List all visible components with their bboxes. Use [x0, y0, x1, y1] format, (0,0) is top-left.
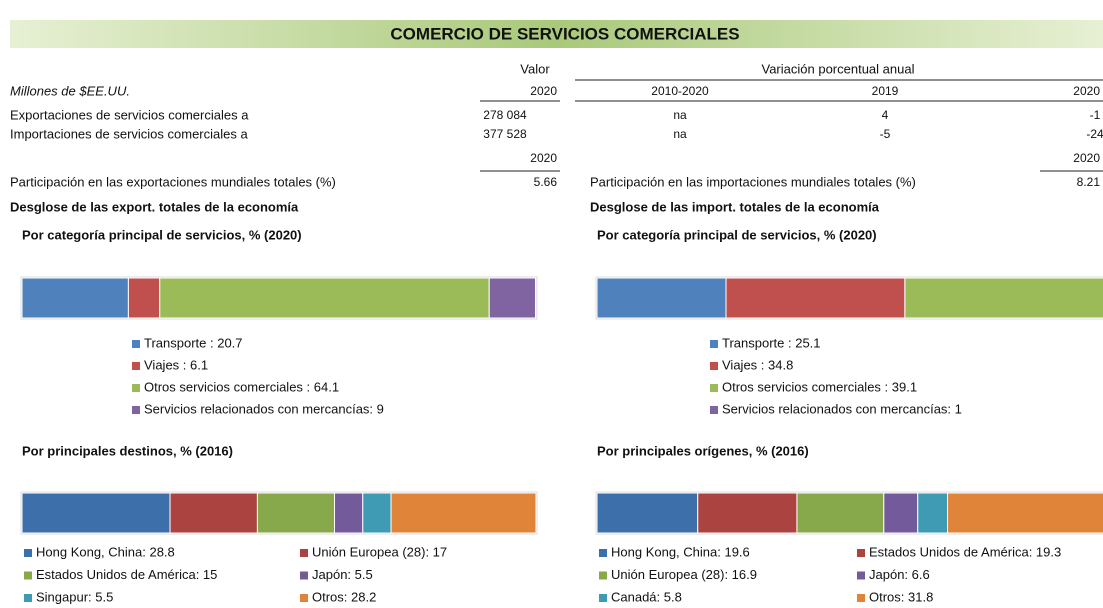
legend-swatch — [300, 594, 308, 602]
legend-swatch — [132, 384, 140, 392]
cell: 278 084 — [483, 108, 527, 122]
legend-swatch — [24, 594, 32, 602]
share-value: 5.66 — [534, 175, 558, 189]
legend-swatch — [24, 571, 32, 580]
title-banner — [10, 20, 1103, 48]
bar-segment — [697, 492, 798, 534]
legend-swatch — [857, 571, 865, 580]
cell: -24 — [1086, 127, 1103, 141]
legend-label: Japón: 5.5 — [312, 567, 373, 582]
bar-segment — [796, 492, 885, 534]
chart-title: Por categoría principal de servicios, % … — [597, 227, 877, 242]
legend-label: Estados Unidos de América: 19.3 — [869, 544, 1061, 559]
cell: na — [673, 127, 687, 141]
legend-label: Hong Kong, China: 19.6 — [611, 544, 750, 559]
table-rows: Exportaciones de servicios comerciales a… — [10, 107, 1103, 141]
legend-label: Canadá: 5.8 — [611, 589, 682, 604]
legend-label: Unión Europea (28): 17 — [312, 544, 447, 559]
header: Valor — [520, 61, 550, 76]
subheader: 2020 — [1073, 84, 1100, 98]
header: Variación porcentual anual — [762, 61, 915, 76]
legend-swatch — [599, 594, 607, 602]
bar-segment — [917, 492, 949, 534]
bar-segment — [21, 492, 171, 534]
legend-label: Transporte : 25.1 — [722, 335, 821, 350]
legend-label: Otros servicios comerciales : 64.1 — [144, 379, 339, 394]
subheader: 2020 — [530, 84, 557, 98]
legend-label: Servicios relacionados con mercancías: 9 — [144, 401, 384, 416]
legend-swatch — [599, 571, 607, 580]
legend-swatch — [132, 362, 140, 370]
legend-swatch — [710, 384, 718, 392]
legend-label: Viajes : 34.8 — [722, 357, 793, 372]
bar-segment — [947, 492, 1103, 534]
legend-swatch — [710, 340, 718, 348]
cell: 377 528 — [483, 127, 527, 141]
bar-segment — [334, 492, 364, 534]
legend-swatch — [857, 549, 865, 557]
share-year: 2020 — [1073, 151, 1100, 165]
row-label: Importaciones de servicios comerciales a — [10, 126, 248, 141]
legend-label: Japón: 6.6 — [869, 567, 930, 582]
bar-segment — [362, 492, 392, 534]
legend-swatch — [710, 406, 718, 414]
bar-segment — [725, 277, 906, 319]
subheader: 2019 — [872, 84, 899, 98]
legend-label: Unión Europea (28): 16.9 — [611, 567, 757, 582]
bar-segment — [488, 277, 536, 319]
bar-segment — [21, 277, 129, 319]
legend-swatch — [599, 549, 607, 557]
bar-segment — [883, 492, 919, 534]
share-label: Participación en las importaciones mundi… — [590, 174, 916, 189]
bar-segment — [596, 492, 699, 534]
legend-label: Viajes : 6.1 — [144, 357, 208, 372]
legend-label: Estados Unidos de América: 15 — [36, 567, 217, 582]
legend-label: Otros servicios comerciales : 39.1 — [722, 379, 917, 394]
legend-label: Otros: 31.8 — [869, 589, 933, 604]
cell: -1 — [1090, 108, 1101, 122]
legend-label: Servicios relacionados con mercancías: 1 — [722, 401, 962, 416]
bar-segment — [596, 277, 727, 319]
legend-swatch — [710, 362, 718, 370]
legend-swatch — [300, 549, 308, 557]
legend-label: Hong Kong, China: 28.8 — [36, 544, 175, 559]
cell: 4 — [882, 108, 889, 122]
bar-segment — [169, 492, 258, 534]
bar-segment — [127, 277, 161, 319]
legend-label: Transporte : 20.7 — [144, 335, 243, 350]
row-label: Exportaciones de servicios comerciales a — [10, 107, 249, 122]
unit: Millones de $EE.UU. — [10, 83, 130, 98]
panel-heading: Desglose de las import. totales de la ec… — [590, 199, 880, 214]
bar-segment — [159, 277, 490, 319]
chart-title: Por principales orígenes, % (2016) — [597, 443, 809, 458]
bar-segment — [256, 492, 336, 534]
subheader: 2010-2020 — [651, 84, 709, 98]
chart-title: Por categoría principal de servicios, % … — [22, 227, 302, 242]
chart-title: Por principales destinos, % (2016) — [22, 443, 233, 458]
cell: na — [673, 108, 687, 122]
title: COMERCIO DE SERVICIOS COMERCIALES — [390, 24, 739, 43]
legend-swatch — [132, 340, 140, 348]
legend-label: Singapur: 5.5 — [36, 589, 113, 604]
legend-swatch — [24, 549, 32, 557]
share-year: 2020 — [530, 151, 557, 165]
cell: -5 — [880, 127, 891, 141]
legend-swatch — [132, 406, 140, 414]
share-value: 8.21 — [1077, 175, 1101, 189]
legend-swatch — [857, 594, 865, 602]
legend-swatch — [300, 571, 308, 580]
bar-segment — [390, 492, 537, 534]
panel-heading: Desglose de las export. totales de la ec… — [10, 199, 299, 214]
legend-label: Otros: 28.2 — [312, 589, 376, 604]
share-label: Participación en las exportaciones mundi… — [10, 174, 336, 189]
bar-segment — [904, 277, 1103, 319]
